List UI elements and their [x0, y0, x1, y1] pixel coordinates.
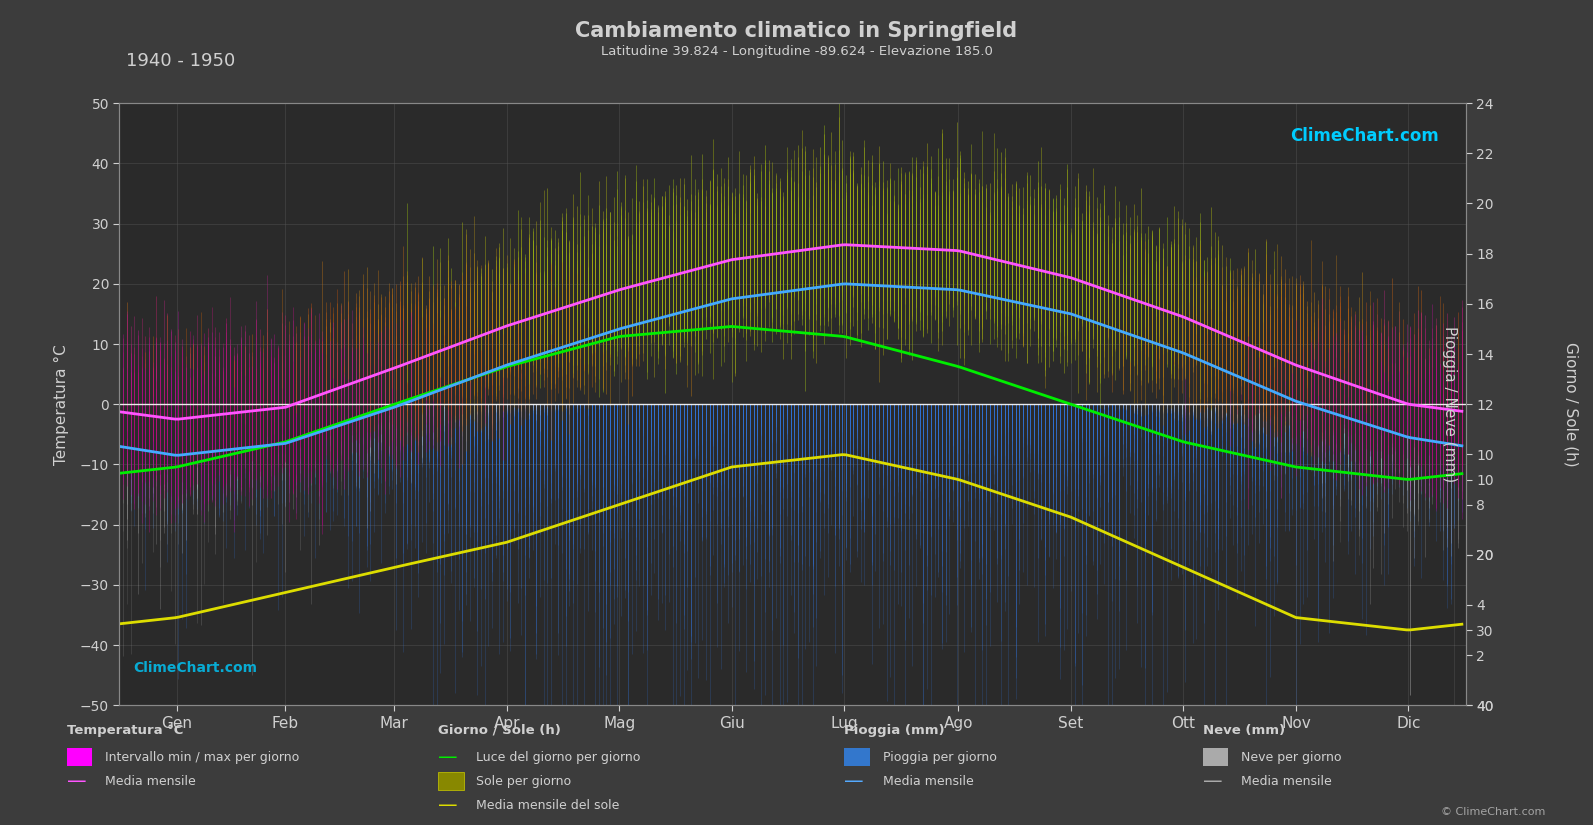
Text: —: — [67, 771, 86, 791]
Text: Temperatura °C: Temperatura °C [67, 724, 183, 737]
Text: Intervallo min / max per giorno: Intervallo min / max per giorno [105, 751, 299, 764]
Text: Media mensile: Media mensile [883, 775, 973, 788]
Y-axis label: Temperatura °C: Temperatura °C [54, 344, 68, 464]
Text: 1940 - 1950: 1940 - 1950 [126, 52, 236, 70]
Text: —: — [438, 795, 457, 815]
Text: Luce del giorno per giorno: Luce del giorno per giorno [476, 751, 640, 764]
Text: Media mensile: Media mensile [1241, 775, 1332, 788]
Text: Pioggia per giorno: Pioggia per giorno [883, 751, 996, 764]
Text: Media mensile del sole: Media mensile del sole [476, 799, 620, 812]
Text: Neve per giorno: Neve per giorno [1241, 751, 1341, 764]
Text: —: — [1203, 771, 1222, 791]
Text: Cambiamento climatico in Springfield: Cambiamento climatico in Springfield [575, 21, 1018, 40]
Text: —: — [438, 747, 457, 767]
Y-axis label: Giorno / Sole (h)






Pioggia / Neve (mm): Giorno / Sole (h) Pioggia / Neve (mm) [1442, 326, 1579, 483]
Text: Giorno / Sole (h): Giorno / Sole (h) [438, 724, 561, 737]
Text: —: — [844, 771, 863, 791]
Text: Neve (mm): Neve (mm) [1203, 724, 1286, 737]
Text: Sole per giorno: Sole per giorno [476, 775, 572, 788]
Text: Latitudine 39.824 - Longitudine -89.624 - Elevazione 185.0: Latitudine 39.824 - Longitudine -89.624 … [601, 45, 992, 59]
Text: ClimeChart.com: ClimeChart.com [1290, 127, 1438, 145]
Text: Pioggia (mm): Pioggia (mm) [844, 724, 945, 737]
Text: Media mensile: Media mensile [105, 775, 196, 788]
Text: © ClimeChart.com: © ClimeChart.com [1440, 807, 1545, 817]
Text: ClimeChart.com: ClimeChart.com [132, 662, 256, 675]
